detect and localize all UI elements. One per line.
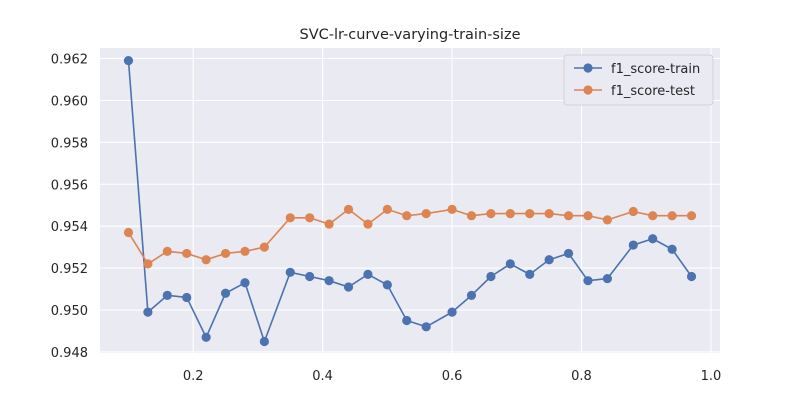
x-tick-label: 0.6 <box>442 369 463 384</box>
data-point <box>343 204 354 215</box>
data-point <box>447 307 457 317</box>
y-tick-label: 0.960 <box>51 94 88 109</box>
y-tick-label: 0.950 <box>51 304 88 319</box>
data-point <box>628 240 638 250</box>
y-tick-label: 0.962 <box>51 52 88 67</box>
data-point <box>667 244 677 254</box>
y-tick-label: 0.952 <box>51 262 88 277</box>
data-point <box>363 269 373 279</box>
y-tick-label: 0.948 <box>51 346 88 361</box>
data-point <box>240 278 250 288</box>
data-point <box>667 211 677 221</box>
data-point <box>421 209 431 219</box>
data-point <box>324 276 334 286</box>
data-point <box>505 209 515 219</box>
x-axis-ticks: 0.2 0.4 0.6 0.8 1.0 <box>183 369 721 384</box>
data-point <box>143 307 153 317</box>
data-point <box>220 248 231 259</box>
data-point <box>686 271 697 282</box>
data-point <box>305 213 315 223</box>
data-point <box>466 211 477 221</box>
data-point <box>421 322 431 332</box>
data-point <box>402 315 412 326</box>
data-point <box>402 211 412 221</box>
y-tick-label: 0.954 <box>51 220 88 235</box>
data-point <box>343 282 354 292</box>
data-point <box>525 269 535 279</box>
data-point <box>182 292 192 303</box>
legend-marker-train <box>583 63 593 73</box>
chart-title: SVC-lr-curve-varying-train-size <box>299 27 520 43</box>
legend-label-train: f1_score-train <box>611 62 700 77</box>
y-tick-label: 0.958 <box>51 136 88 151</box>
data-point <box>486 209 496 219</box>
data-point <box>466 290 477 300</box>
x-tick-label: 0.8 <box>571 369 592 384</box>
data-point <box>220 288 231 298</box>
data-point <box>686 211 697 221</box>
data-point <box>143 259 153 269</box>
data-point <box>305 271 315 282</box>
data-point <box>162 290 172 300</box>
series-f1_score-test <box>123 204 697 269</box>
data-point <box>544 255 554 265</box>
data-point <box>123 55 134 66</box>
series-layer <box>123 55 697 347</box>
data-point <box>162 246 172 256</box>
data-point <box>201 332 211 342</box>
data-point <box>324 219 334 229</box>
data-point <box>628 206 638 217</box>
x-tick-label: 1.0 <box>701 369 722 384</box>
data-point <box>382 204 392 215</box>
data-point <box>563 211 574 221</box>
x-tick-label: 0.2 <box>183 369 204 384</box>
data-point <box>382 280 392 290</box>
data-point <box>182 248 192 259</box>
data-point <box>201 255 211 265</box>
data-point <box>583 211 593 221</box>
legend-marker-test <box>583 85 593 95</box>
data-point <box>285 267 295 277</box>
data-point <box>563 248 574 259</box>
data-point <box>240 246 250 256</box>
data-point <box>259 242 269 252</box>
legend: f1_score-train f1_score-test <box>563 54 714 106</box>
data-point <box>544 209 554 219</box>
legend-label-test: f1_score-test <box>611 84 695 99</box>
data-point <box>285 213 295 223</box>
data-point <box>363 219 373 229</box>
grid <box>100 48 720 353</box>
data-point <box>486 271 496 282</box>
data-point <box>602 273 612 284</box>
data-point <box>648 234 658 244</box>
data-point <box>259 336 269 347</box>
series-f1_score-train <box>123 55 697 347</box>
data-point <box>648 211 658 221</box>
data-point <box>447 204 457 215</box>
data-point <box>602 215 612 225</box>
data-point <box>505 259 515 269</box>
data-point <box>583 276 593 286</box>
y-axis-ticks: 0.948 0.950 0.952 0.954 0.956 0.958 0.960 0.962 <box>51 52 88 360</box>
x-tick-label: 0.4 <box>312 369 333 384</box>
y-tick-label: 0.956 <box>51 178 88 193</box>
data-point <box>525 209 535 219</box>
data-point <box>123 227 134 238</box>
